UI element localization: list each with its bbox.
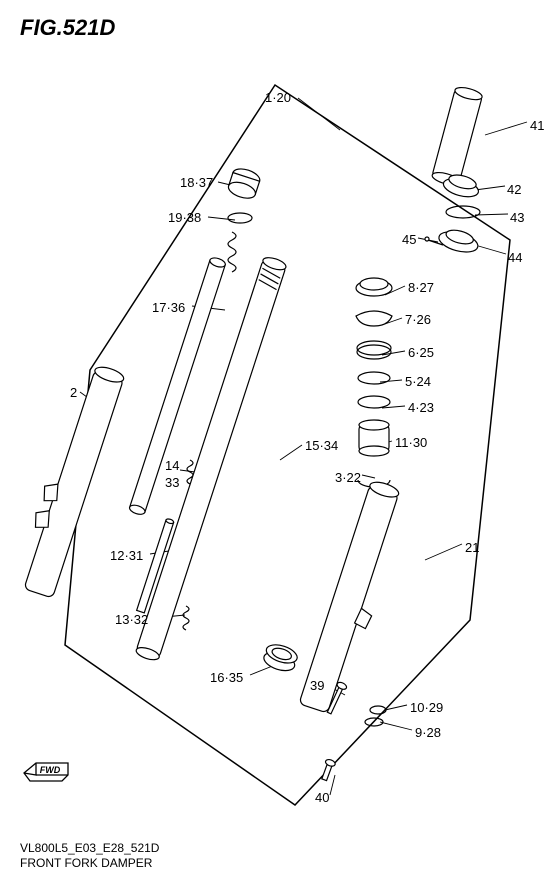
callout-c6: 6·25 xyxy=(408,345,434,360)
callout-c18: 18·37 xyxy=(180,175,213,190)
figure-title: FIG.521D xyxy=(20,15,115,41)
callout-c43: 43 xyxy=(510,210,524,225)
figure-name: FRONT FORK DAMPER xyxy=(20,856,159,872)
callout-c14: 14 xyxy=(165,458,179,473)
callout-c42: 42 xyxy=(507,182,521,197)
callout-c33: 33 xyxy=(165,475,179,490)
figure-code: VL800L5_E03_E28_521D xyxy=(20,841,159,857)
callout-c8: 8·27 xyxy=(408,280,434,295)
callout-c45: 45 xyxy=(402,232,416,247)
callout-c7: 7·26 xyxy=(405,312,431,327)
callout-c40: 40 xyxy=(315,790,329,805)
callout-c21: 21 xyxy=(465,540,479,555)
callout-c11: 11·30 xyxy=(395,435,427,450)
callout-c13: 13·32 xyxy=(115,612,148,627)
callout-c1: 1·20 xyxy=(265,90,291,105)
callout-c44: 44 xyxy=(508,250,522,265)
callout-c9: 9·28 xyxy=(415,725,441,740)
fwd-label: FWD xyxy=(40,765,61,775)
exploded-diagram: 1·20 41 42 43 44 45 18·37 19·38 17·36 2 14 33 12·31 1… xyxy=(0,50,560,840)
callout-c3: 3·22 xyxy=(335,470,361,485)
callout-c12: 12·31 xyxy=(110,548,143,563)
callout-c41: 41 xyxy=(530,118,544,133)
fwd-direction-icon: FWD xyxy=(18,755,74,790)
figure-footer: VL800L5_E03_E28_521D FRONT FORK DAMPER xyxy=(20,841,159,872)
callout-c10: 10·29 xyxy=(410,700,443,715)
callout-c19: 19·38 xyxy=(168,210,201,225)
callout-c2: 2 xyxy=(70,385,77,400)
callout-c39: 39 xyxy=(310,678,324,693)
callout-c15: 15·34 xyxy=(305,438,338,453)
callout-c16: 16·35 xyxy=(210,670,243,685)
callout-c17: 17·36 xyxy=(152,300,185,315)
callout-c5: 5·24 xyxy=(405,374,431,389)
callout-c4: 4·23 xyxy=(408,400,434,415)
